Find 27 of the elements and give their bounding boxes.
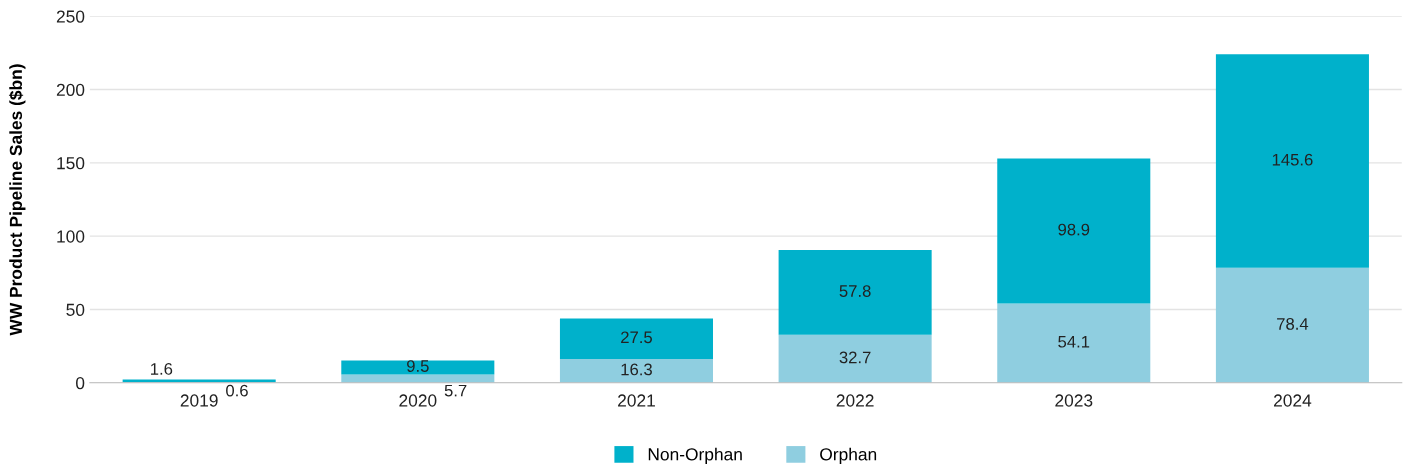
data-label: 1.6 bbox=[151, 363, 173, 375]
data-label: 0.6 bbox=[226, 384, 248, 397]
y-tick-label: 250 bbox=[56, 10, 85, 23]
y-axis-title: WW Product Pipeline Sales ($bn) bbox=[8, 64, 26, 336]
data-label: 78.4 bbox=[1277, 318, 1309, 330]
y-tick-label: 0 bbox=[76, 376, 85, 390]
data-label: 98.9 bbox=[1058, 223, 1090, 236]
data-label: 9.5 bbox=[407, 360, 429, 372]
y-tick-label: 50 bbox=[66, 303, 85, 316]
data-label: 5.7 bbox=[444, 384, 467, 397]
data-label: 145.6 bbox=[1272, 153, 1313, 166]
data-label: 32.7 bbox=[839, 351, 871, 364]
y-tick-label: 200 bbox=[56, 83, 85, 97]
data-label: 57.8 bbox=[839, 285, 871, 297]
x-tick-label: 2022 bbox=[836, 394, 874, 407]
x-tick-label: 2020 bbox=[399, 394, 437, 407]
y-tick-label: 100 bbox=[57, 230, 85, 243]
x-tick-label: 2023 bbox=[1055, 394, 1093, 407]
data-label: 27.5 bbox=[621, 331, 652, 344]
data-label: 16.3 bbox=[621, 363, 652, 376]
x-tick-label: 2019 bbox=[180, 394, 218, 407]
legend-label: Non-Orphan bbox=[648, 447, 742, 464]
data-label: 54.1 bbox=[1058, 335, 1090, 348]
x-tick-label: 2024 bbox=[1274, 394, 1312, 407]
legend-label: Orphan bbox=[820, 447, 877, 464]
x-tick-label: 2021 bbox=[618, 394, 655, 407]
y-tick-label: 150 bbox=[57, 157, 85, 170]
